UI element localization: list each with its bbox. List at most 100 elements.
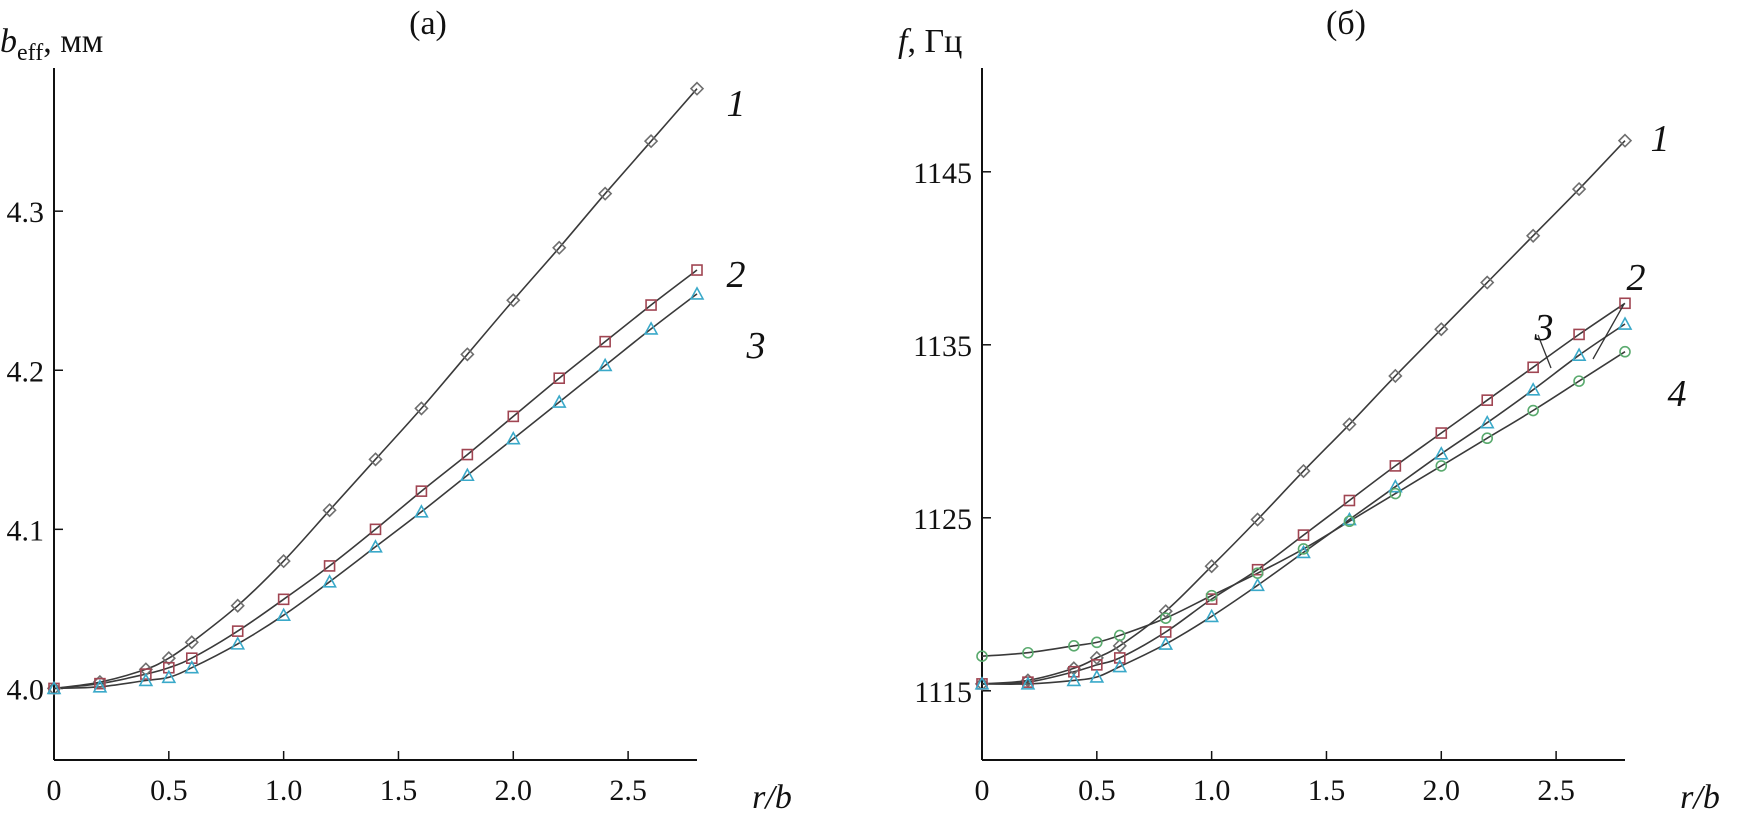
data-point-marker [1573, 375, 1585, 387]
axes [53, 68, 697, 761]
data-point-marker [1388, 368, 1403, 384]
data-point-marker [645, 299, 657, 311]
data-point-marker [1389, 487, 1402, 500]
data-point-marker [460, 467, 475, 482]
data-point-marker [643, 134, 659, 149]
data-point-marker [1571, 347, 1587, 361]
data-point-marker [1480, 275, 1495, 290]
data-point-marker [599, 335, 611, 348]
chart-panel-b: (б) f, Гц r/b 0 0.5 1.0 1.5 2.0 2.51115112511… [898, 5, 1720, 816]
series-lines [53, 88, 698, 690]
data-point-marker [689, 286, 705, 300]
data-point-marker [46, 680, 62, 695]
data-point-marker [1066, 672, 1082, 687]
data-point-marker [1435, 460, 1448, 472]
data-point-marker [1433, 446, 1449, 460]
data-point-marker [1205, 593, 1218, 605]
data-point-marker [553, 372, 566, 385]
data-point-marker [1527, 361, 1539, 374]
data-point-marker [1297, 543, 1310, 555]
data-point-marker [1388, 478, 1403, 493]
data-point-marker [1113, 629, 1126, 642]
series-line-1 [981, 140, 1626, 685]
data-point-marker [1617, 316, 1633, 330]
series-line-4 [981, 351, 1626, 657]
data-point-marker [1251, 567, 1264, 579]
y-axis-label: f, Гц [898, 23, 962, 60]
x-tick-label: 2.5 [1537, 774, 1575, 807]
series-markers [46, 81, 705, 696]
data-point-marker [140, 668, 152, 680]
data-point-marker [643, 321, 659, 335]
y-axis-label-main: b [0, 23, 17, 60]
data-point-marker [46, 681, 62, 696]
tick-labels: 0 0.5 1.0 1.5 2.0 2.5 4.0 4.1 4.2 4.3 [7, 196, 647, 807]
data-point-marker [1068, 640, 1080, 652]
data-point-marker [277, 593, 290, 606]
data-point-marker [1573, 328, 1585, 341]
y-tick-label: 1145 [913, 157, 972, 190]
data-point-marker [1022, 646, 1034, 659]
data-point-marker [505, 430, 521, 445]
data-point-marker [322, 574, 337, 588]
y-tick-label: 4.3 [7, 196, 45, 229]
x-axis-label: r/b [752, 779, 792, 816]
data-point-marker [92, 679, 108, 693]
y-axis-label: beff, мм [0, 23, 103, 66]
data-point-marker [1112, 658, 1128, 673]
panel-title: (a) [409, 5, 447, 42]
curve-label-2: 2 [1627, 257, 1646, 299]
data-point-marker [1527, 404, 1539, 417]
series-markers [974, 133, 1633, 692]
data-point-marker [414, 401, 429, 416]
data-point-marker [1204, 608, 1219, 623]
data-point-marker [184, 660, 200, 674]
x-tick-label: 1.0 [1193, 774, 1231, 807]
series-line-3 [981, 323, 1626, 685]
x-tick-label: 1.5 [1308, 774, 1346, 807]
x-axis-label: r/b [1680, 779, 1720, 816]
data-point-marker [1342, 511, 1357, 526]
series-line-3 [53, 293, 698, 690]
data-point-marker [1481, 394, 1494, 406]
data-point-marker [1481, 432, 1494, 445]
y-tick-label: 4.2 [7, 355, 45, 388]
y-tick-label: 1125 [913, 503, 972, 536]
data-point-marker [1617, 133, 1633, 148]
x-tick-label: 0.5 [150, 774, 188, 807]
data-point-marker [368, 452, 383, 467]
data-point-marker [322, 503, 337, 518]
data-point-marker [691, 264, 703, 276]
data-point-marker [1296, 463, 1311, 479]
data-point-marker [276, 554, 291, 569]
data-point-marker [1204, 559, 1219, 574]
data-point-marker [1158, 636, 1174, 650]
data-point-marker [1251, 563, 1264, 576]
curve-labels: 1 23 [727, 83, 766, 367]
series-line-2 [53, 269, 698, 690]
data-point-marker [974, 676, 990, 690]
series-lines [981, 140, 1626, 685]
data-point-marker [1434, 322, 1449, 337]
data-point-marker [1112, 638, 1127, 653]
data-point-marker [415, 485, 428, 497]
data-point-marker [1158, 604, 1173, 619]
data-point-marker [506, 293, 521, 308]
data-point-marker [231, 625, 244, 637]
curve-label-1: 1 [727, 83, 746, 125]
data-point-marker [1205, 589, 1218, 602]
x-tick-label: 0.5 [1078, 774, 1116, 807]
data-point-marker [138, 672, 154, 687]
data-point-marker [1068, 665, 1080, 678]
data-point-marker [1479, 414, 1495, 429]
data-point-marker [1619, 345, 1631, 358]
data-point-marker [1250, 512, 1265, 527]
data-point-marker [1526, 228, 1541, 243]
data-point-marker [1525, 382, 1541, 396]
leader-line [1592, 303, 1625, 360]
panel-title: (б) [1326, 5, 1366, 42]
x-tick-label: 2.5 [609, 774, 647, 807]
data-point-marker [1113, 652, 1126, 664]
y-axis-label-sub: eff [17, 40, 43, 66]
